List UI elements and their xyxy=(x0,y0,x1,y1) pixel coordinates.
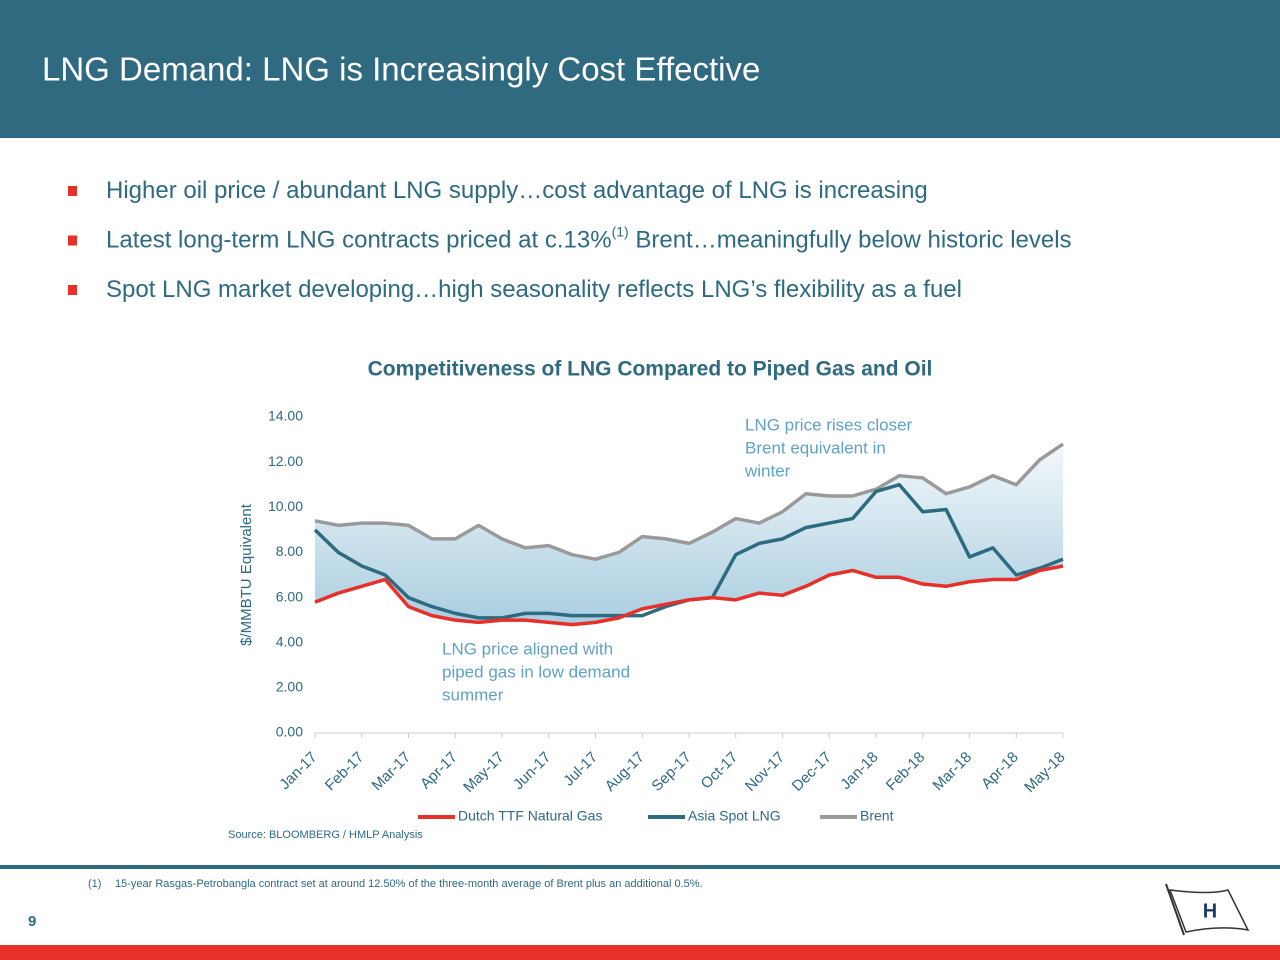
header-bar xyxy=(0,0,1280,138)
page-number: 9 xyxy=(28,913,36,930)
x-tick-label: Oct-17 xyxy=(698,749,742,793)
bullet-span: (1) xyxy=(612,223,629,239)
x-tick-label: Jan-17 xyxy=(276,749,320,793)
y-tick-label: 10.00 xyxy=(268,498,303,514)
y-tick-label: 6.00 xyxy=(276,588,303,604)
series-line xyxy=(314,442,1064,561)
y-tick-label: 12.00 xyxy=(268,453,303,469)
x-tick-label: Feb-18 xyxy=(883,749,929,795)
bullet-marker xyxy=(68,186,77,196)
x-tick-label: Jun-17 xyxy=(510,749,554,793)
bullet-text: Higher oil price / abundant LNG supply…c… xyxy=(106,177,928,204)
x-tick-label: Feb-17 xyxy=(322,749,368,795)
x-tick-label: Mar-17 xyxy=(369,749,415,795)
x-tick-label: May-17 xyxy=(460,749,507,796)
annotation: summer xyxy=(442,685,504,704)
bullet-span: Latest long-term LNG contracts priced at… xyxy=(106,227,612,254)
x-tick-label: Jul-17 xyxy=(560,749,601,790)
legend-label: Brent xyxy=(860,808,894,824)
y-tick-label: 14.00 xyxy=(268,408,303,424)
slide-title: LNG Demand: LNG is Increasingly Cost Eff… xyxy=(42,51,760,88)
annotation: piped gas in low demand xyxy=(442,662,630,681)
bullet-marker xyxy=(68,235,77,246)
bullet-span: Spot LNG market developing…high seasonal… xyxy=(106,276,962,303)
svg-text:H: H xyxy=(1203,900,1217,922)
y-tick-label: 4.00 xyxy=(276,633,303,649)
x-tick-label: Jan-18 xyxy=(837,749,881,793)
source: Source: BLOOMBERG / HMLP Analysis xyxy=(228,829,423,841)
y-axis-label: $/MMBTU Equivalent xyxy=(238,503,255,646)
legend-label: Asia Spot LNG xyxy=(688,808,781,824)
chart-title: Competitiveness of LNG Compared to Piped… xyxy=(368,358,933,381)
x-tick-label: Apr-18 xyxy=(978,749,1022,793)
bullet-span: Higher oil price / abundant LNG supply…c… xyxy=(106,177,928,204)
chart: 0.00 2.00 4.00 6.00 8.00 10.00 12.00 14.00 Jan-1… xyxy=(268,408,1069,824)
bullet-text: Spot LNG market developing…high seasonal… xyxy=(106,276,962,303)
footnote-marker: (1) xyxy=(88,878,101,890)
annotation: Brent equivalent in xyxy=(745,438,886,457)
series-line xyxy=(314,564,1064,627)
y-tick-label: 0.00 xyxy=(276,724,303,740)
bullet-list: Higher oil price / abundant LNG supply…c… xyxy=(68,177,1072,303)
annotation: LNG price aligned with xyxy=(442,639,613,658)
bullet-text: Latest long-term LNG contracts priced at… xyxy=(106,223,1072,254)
x-tick-label: Apr-17 xyxy=(417,749,461,793)
bullet-span: Brent…meaningfully below historic levels xyxy=(629,227,1072,254)
x-tick-label: Nov-17 xyxy=(742,749,788,795)
legend-label: Dutch TTF Natural Gas xyxy=(458,808,602,824)
footnote: 15-year Rasgas-Petrobangla contract set … xyxy=(115,878,703,890)
bullet-marker xyxy=(68,285,77,295)
x-tick-label: Mar-18 xyxy=(930,749,976,795)
x-tick-label: Dec-17 xyxy=(789,749,835,795)
y-tick-label: 8.00 xyxy=(276,543,303,559)
x-tick-label: May-18 xyxy=(1021,749,1068,796)
annotation: winter xyxy=(744,461,791,480)
logo: H xyxy=(1165,883,1250,936)
bottom-bar xyxy=(0,945,1280,960)
x-tick-label: Sep-17 xyxy=(648,749,694,795)
annotation: LNG price rises closer xyxy=(745,415,913,434)
x-tick-label: Aug-17 xyxy=(602,749,648,795)
y-tick-label: 2.00 xyxy=(276,679,303,695)
